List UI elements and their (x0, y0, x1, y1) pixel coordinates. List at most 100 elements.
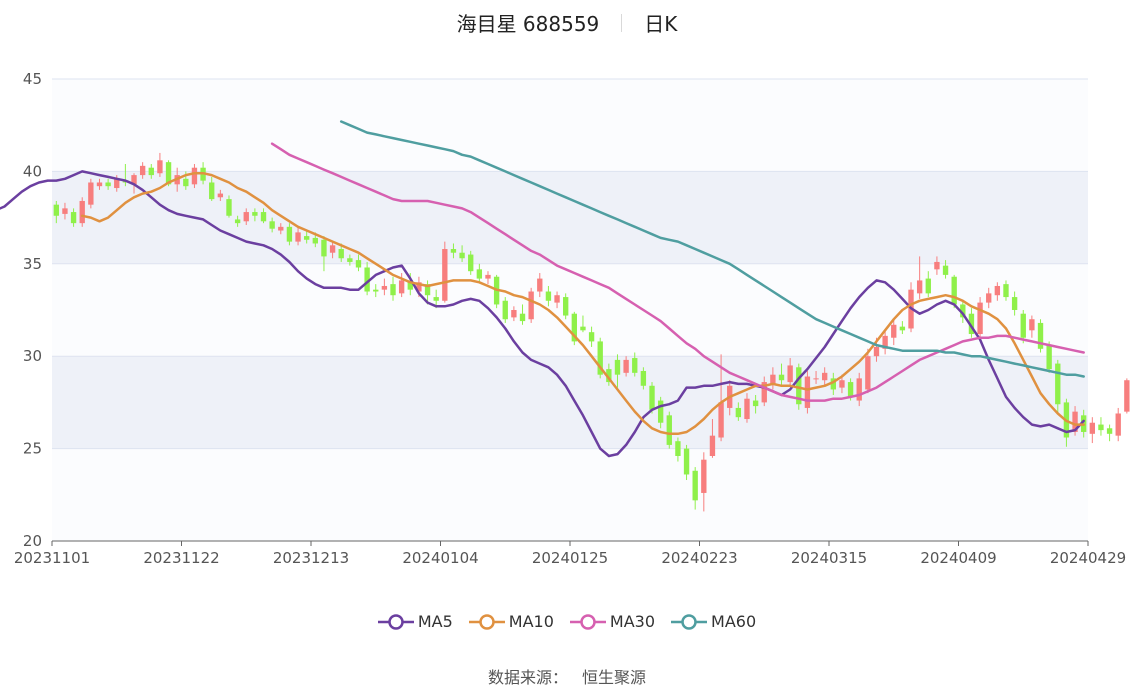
candle-body (1115, 413, 1121, 436)
candle-body (744, 398, 750, 420)
legend-item-ma10[interactable]: MA10 (468, 612, 554, 631)
candle-body (217, 193, 224, 198)
candle-body (295, 232, 301, 242)
plot-band (52, 171, 1088, 264)
candle-body (468, 254, 474, 272)
candle-body (1072, 411, 1078, 432)
x-tick-label: 20231101 (14, 549, 90, 567)
x-tick-label: 20240409 (920, 549, 996, 567)
x-tick-label: 20231122 (143, 549, 219, 567)
y-tick-label: 45 (23, 70, 42, 88)
candle-body (856, 378, 862, 401)
candle-body (649, 385, 655, 410)
candle-body (709, 435, 716, 456)
candle-body (148, 167, 154, 176)
candle-body (891, 324, 897, 338)
candle-body (657, 400, 664, 423)
candle-body (994, 285, 1001, 296)
candle-body (701, 459, 707, 493)
candle-body (1089, 422, 1095, 434)
candle-body (563, 297, 569, 316)
data-source-value: 恒生聚源 (582, 668, 647, 687)
candle-body (778, 374, 785, 381)
candle-body (571, 313, 577, 342)
x-tick-label: 20240223 (661, 549, 737, 567)
candle-body (683, 448, 690, 475)
x-tick-label: 20231213 (273, 549, 349, 567)
candle-body (916, 280, 923, 294)
ma-line-ma30 (270, 142, 1085, 402)
candle-body (873, 346, 880, 357)
candle-body (269, 221, 275, 229)
candle-body (191, 167, 198, 185)
plot-band (52, 356, 1088, 449)
candle-body (459, 252, 465, 259)
candle-body (96, 182, 103, 187)
candle-body (830, 378, 836, 390)
candle-body (157, 160, 163, 174)
legend-label: MA60 (711, 612, 757, 631)
candle-body (105, 182, 111, 187)
candle-body (321, 239, 327, 257)
candle-body (640, 370, 647, 386)
candle-body (666, 415, 672, 445)
candle-body (847, 382, 854, 397)
candle-body (735, 407, 742, 418)
y-tick-label: 30 (23, 347, 42, 365)
candle-body (355, 260, 362, 268)
legend-item-ma30[interactable]: MA30 (569, 612, 656, 631)
chart-header: 海目星 688559 日K (0, 8, 1134, 38)
candle-body (53, 204, 59, 216)
plot-band (52, 79, 1088, 172)
data-source: 数据来源： 恒生聚源 (0, 664, 1134, 688)
candle-body (545, 291, 552, 301)
ma-line-ma5 (0, 170, 1085, 458)
candle-body (1124, 380, 1130, 412)
candle-body (79, 200, 85, 224)
candle-body (632, 358, 638, 373)
candle-body (839, 380, 845, 388)
period-label[interactable]: 日K (644, 12, 678, 36)
title-row: 海目星 688559 日K (457, 8, 678, 37)
candle-body (398, 280, 405, 294)
chart-legend: MA5 MA10 MA30 MA60 (0, 612, 1134, 631)
candle-body (951, 276, 957, 305)
legend-marker-icon (377, 613, 414, 630)
candle-body (381, 285, 388, 290)
legend-label: MA30 (609, 612, 656, 631)
legend-item-ma5[interactable]: MA5 (377, 612, 453, 631)
candle-body (407, 280, 413, 290)
candle-body (286, 226, 293, 242)
candle-body (243, 212, 249, 222)
candle-body (338, 249, 344, 259)
candle-body (588, 332, 595, 342)
candle-body (511, 310, 517, 318)
candle-body (787, 365, 793, 383)
candle-body (822, 372, 828, 381)
candle-body (278, 226, 284, 231)
candle-body (209, 182, 215, 200)
legend-item-ma60[interactable]: MA60 (671, 612, 756, 631)
candle-body (968, 313, 975, 335)
candle-body (986, 293, 992, 303)
candle-body (183, 178, 189, 187)
candle-body (554, 295, 560, 303)
candle-body (606, 369, 612, 383)
title-divider (621, 13, 623, 32)
candle-body (424, 284, 431, 296)
x-tick-label: 20240429 (1050, 549, 1126, 567)
candle-body (165, 162, 172, 185)
candle-body (623, 359, 629, 373)
candle-body (62, 208, 68, 214)
candle-body (1046, 345, 1052, 370)
candle-body (942, 265, 949, 275)
candle-body (960, 304, 966, 318)
candle-body (813, 378, 819, 380)
legend-marker-icon (468, 613, 505, 630)
candle-body (1011, 297, 1018, 310)
candle-body (899, 326, 906, 331)
y-tick-label: 35 (23, 255, 42, 273)
plot-band (52, 263, 1088, 357)
candle-body (718, 402, 724, 438)
candle-body (519, 313, 526, 322)
